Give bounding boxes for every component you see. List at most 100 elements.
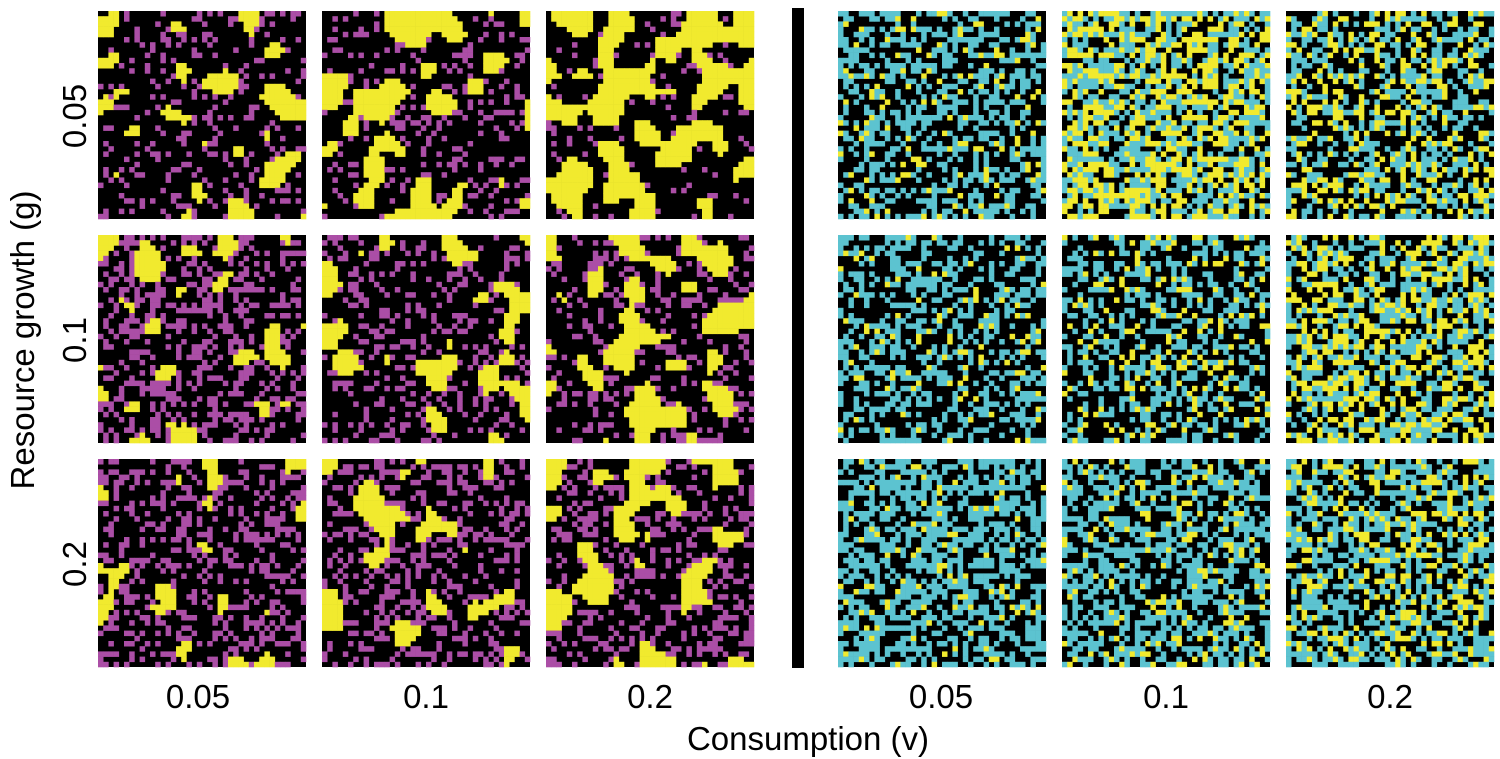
heatmap-cell [696,250,703,257]
heatmap-cell [170,578,177,585]
heatmap-cell [405,26,411,33]
heatmap-cell [374,78,380,85]
heatmap-cell [368,385,375,392]
heatmap-cell [415,563,422,569]
heatmap-cell [691,130,698,137]
heatmap-cell [280,161,286,168]
heatmap-cell [488,599,494,605]
heatmap-cell [572,156,578,163]
heatmap-cell [691,297,698,303]
heatmap-cell [608,349,614,355]
heatmap-cell [113,495,120,501]
heatmap-cell [452,146,458,152]
heatmap-cell [634,328,640,335]
heatmap-cell [394,620,401,626]
heatmap-cell [452,625,458,631]
heatmap-cell [228,161,234,168]
heatmap-cell [342,78,349,85]
heatmap-cell [722,250,729,257]
heatmap-cell [155,641,161,647]
heatmap-cell [160,594,166,600]
heatmap-cell [290,151,296,157]
heatmap-cell [165,302,172,309]
heatmap-cell [551,68,557,74]
heatmap-cell [196,307,203,314]
heatmap-cell [728,276,734,283]
heatmap-cell [498,109,505,116]
heatmap-cell [274,99,281,105]
heatmap-cell [561,167,568,173]
heatmap-cell [707,318,713,324]
heatmap-panel-g0-r0-c2 [546,11,755,220]
heatmap-cell [639,281,646,288]
heatmap-cell [452,365,458,371]
heatmap-cell [264,89,270,95]
heatmap-cell [509,344,515,350]
heatmap-cell [280,109,286,116]
heatmap-cell [702,37,708,43]
heatmap-cell [337,557,344,564]
heatmap-cell [196,557,203,564]
heatmap-cell [342,620,349,626]
heatmap-cell [572,198,578,204]
heatmap-cell [217,240,224,246]
heatmap-cell [212,83,218,90]
heatmap-cell [467,42,474,48]
heatmap-cell [248,245,255,251]
heatmap-cell [118,589,125,595]
heatmap-cell [98,599,104,605]
heatmap-cell [363,83,370,90]
heatmap-cell [181,609,187,616]
heatmap-cell [134,141,140,147]
heatmap-cell [290,16,296,22]
heatmap-cell [436,281,442,288]
heatmap-cell [655,333,661,340]
heatmap-cell [592,255,599,262]
heatmap-cell [524,620,531,626]
heatmap-cell [436,349,442,355]
heatmap-cell [165,411,172,418]
heatmap-cell [498,349,505,355]
heatmap-cell [98,583,104,590]
heatmap-cell [405,380,411,387]
heatmap-cell [342,583,349,590]
heatmap-cell [191,328,198,335]
heatmap-cell [228,255,234,262]
heatmap-cell [389,21,396,27]
heatmap-cell [217,615,224,621]
heatmap-cell [243,297,250,303]
heatmap-cell [108,620,114,626]
heatmap-cell [181,635,187,642]
heatmap-cell [134,516,140,522]
heatmap-cell [259,661,265,668]
heatmap-cell [337,245,344,251]
heatmap-cell [363,417,370,423]
heatmap-cell [452,198,458,204]
heatmap-cell [504,557,510,564]
heatmap-cell [207,276,213,283]
heatmap-cell [108,521,114,527]
heatmap-cell [108,240,114,246]
heatmap-cell [358,297,364,303]
heatmap-cell [472,599,479,605]
heatmap-cell [426,21,432,27]
heatmap-cell [155,370,161,376]
heatmap-cell [238,78,244,85]
heatmap-cell [572,52,578,59]
heatmap-cell [431,94,437,100]
heatmap-cell [655,307,661,314]
heatmap-cell [113,266,120,272]
heatmap-cell [446,344,453,350]
heatmap-cell [374,511,380,517]
heatmap-cell [598,57,604,64]
heatmap-cell [519,11,526,17]
heatmap-cell [150,42,156,48]
heatmap-cell [655,266,661,272]
heatmap-cell [342,385,349,392]
heatmap-cell [493,177,500,183]
heatmap-cell [348,552,354,559]
heatmap-cell [202,302,208,309]
heatmap-cell [415,250,422,257]
heatmap-cell [155,151,161,157]
heatmap-cell [415,411,422,418]
